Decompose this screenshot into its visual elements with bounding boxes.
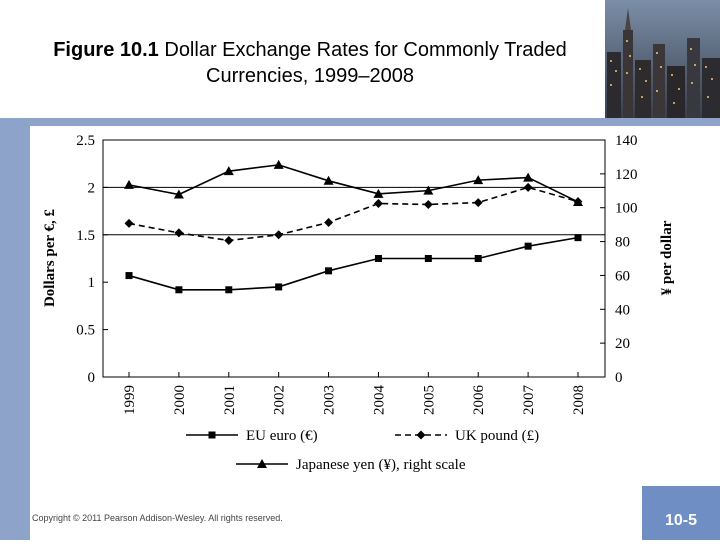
series-2-point [423, 185, 434, 195]
series-line-1 [128, 186, 579, 242]
series-1-point [174, 228, 184, 238]
accent-rule [0, 118, 720, 126]
exchange-rate-chart: 0 0.5 1 1.5 2 2.5 0 20 40 60 80 100 120 140 1999 2000 20… [30, 126, 690, 486]
tick-layer: 0 0.5 1 1.5 2 2.5 0 20 40 60 80 100 120 140 1999 2000 20… [76, 133, 637, 415]
right-tick-label: 120 [615, 167, 638, 183]
series-1-point [224, 235, 234, 245]
series-0-point [325, 267, 333, 275]
x-tick-label: 2000 [172, 385, 188, 415]
series-2-point [273, 159, 284, 169]
x-tick-label: 2008 [571, 385, 587, 415]
series-0-point [424, 255, 432, 262]
left-tick-label: 1 [88, 275, 96, 291]
series-2-point [323, 175, 334, 185]
series-0-point [474, 255, 482, 262]
x-tick-label: 1999 [122, 385, 138, 415]
series-1-point [373, 199, 383, 209]
slide-number: 10-5 [642, 486, 720, 540]
title-area: Figure 10.1 Dollar Exchange Rates for Co… [0, 0, 605, 118]
copyright-notice: Copyright © 2011 Pearson Addison-Wesley.… [32, 513, 283, 523]
figure-title-text: Dollar Exchange Rates for Commonly Trade… [158, 39, 567, 87]
series-0-point [175, 286, 183, 294]
series-1-point [274, 230, 284, 240]
series-0-point [524, 242, 532, 250]
series-1-point [324, 217, 334, 227]
series-layer [124, 159, 583, 294]
series-0-point [125, 272, 133, 280]
x-tick-label: 2004 [371, 385, 387, 416]
left-tick-label: 1.5 [76, 228, 95, 244]
series-2-point [124, 179, 134, 189]
chart-background [30, 126, 690, 486]
right-tick-label: 100 [615, 201, 638, 217]
left-tick-label: 2 [88, 180, 96, 196]
left-tick-label: 0.5 [76, 323, 95, 339]
legend-label-0: EU euro (€) [246, 428, 318, 444]
plot-frame [102, 139, 606, 378]
right-tick-label: 60 [615, 268, 630, 284]
series-line-0 [128, 236, 579, 291]
slide-title: Figure 10.1 Dollar Exchange Rates for Co… [20, 37, 600, 89]
left-tick-label: 0 [88, 370, 96, 386]
legend-marker-2 [257, 459, 267, 468]
x-tick-label: 2001 [222, 385, 238, 415]
legend-label-1: UK pound (£) [455, 428, 539, 444]
city-skyline-photo [605, 0, 720, 118]
right-tick-label: 80 [615, 235, 630, 251]
series-2-point [173, 189, 184, 199]
legend-marker-1 [416, 430, 426, 440]
left-axis-label: Dollars per €, £ [42, 208, 58, 307]
legend-marker-0 [208, 431, 216, 439]
x-tick-label: 2002 [272, 385, 288, 415]
figure-number: Figure 10.1 [53, 39, 159, 61]
series-0-point [374, 255, 382, 262]
series-2-point [573, 196, 583, 206]
series-1-point [124, 218, 134, 228]
right-tick-label: 0 [615, 370, 623, 386]
x-tick-label: 2003 [322, 385, 338, 415]
right-tick-label: 40 [615, 302, 630, 318]
series-2-point [523, 172, 534, 182]
legend-label-2: Japanese yen (¥), right scale [296, 457, 466, 473]
left-accent-bar [0, 126, 30, 540]
x-tick-label: 2007 [521, 385, 537, 416]
right-tick-label: 140 [615, 133, 638, 149]
series-1-point [423, 199, 433, 209]
series-line-2 [128, 164, 579, 203]
series-2-point [373, 188, 384, 198]
right-axis-label: ¥ per dollar [659, 220, 675, 295]
series-2-point [473, 175, 484, 185]
right-tick-label: 20 [615, 336, 630, 352]
series-2-point [223, 166, 234, 176]
series-0-point [574, 234, 582, 242]
series-1-point [473, 198, 483, 208]
series-1-point [523, 182, 533, 192]
series-0-point [225, 286, 233, 294]
x-tick-label: 2005 [421, 385, 437, 415]
left-tick-label: 2.5 [76, 133, 95, 149]
series-0-point [275, 283, 283, 291]
legend: EU euro (€) UK pound (£) Japanese yen (¥),… [186, 428, 539, 473]
x-tick-label: 2006 [471, 385, 487, 416]
